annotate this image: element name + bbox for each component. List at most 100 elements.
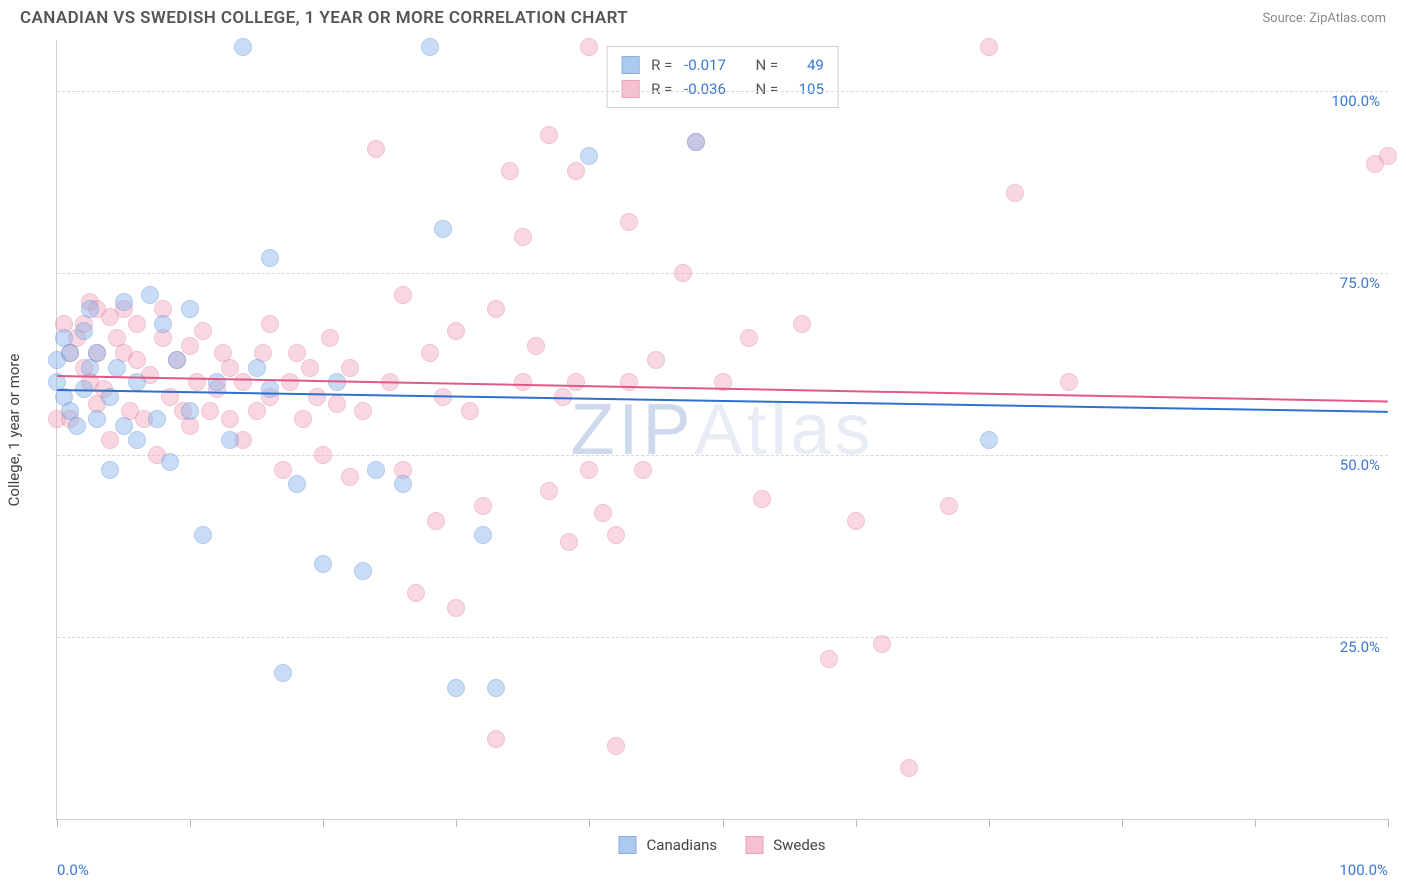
scatter-point [501, 162, 519, 180]
stat-n-value: 49 [790, 53, 824, 77]
scatter-point [687, 133, 705, 151]
legend-item: Canadians [619, 836, 718, 854]
scatter-point [1379, 147, 1397, 165]
scatter-point [168, 351, 186, 369]
scatter-point [101, 461, 119, 479]
x-tick [589, 819, 590, 827]
scatter-point [148, 410, 166, 428]
scatter-point [793, 315, 811, 333]
legend-bottom: Canadians Swedes [619, 836, 826, 854]
legend-item: Swedes [745, 836, 825, 854]
scatter-point [560, 533, 578, 551]
x-tick [989, 819, 990, 827]
stat-r-label: R = [651, 53, 676, 77]
x-tick [1388, 819, 1389, 827]
gridline [57, 637, 1388, 638]
scatter-point [620, 373, 638, 391]
stat-r-value: -0.036 [684, 77, 740, 101]
scatter-point [234, 38, 252, 56]
chart-title: CANADIAN VS SWEDISH COLLEGE, 1 YEAR OR M… [20, 8, 628, 28]
scatter-point [487, 679, 505, 697]
scatter-point [248, 402, 266, 420]
scatter-point [341, 468, 359, 486]
legend-swatch [619, 836, 637, 854]
scatter-point [68, 417, 86, 435]
scatter-point [940, 497, 958, 515]
scatter-point [194, 322, 212, 340]
scatter-point [341, 359, 359, 377]
scatter-point [427, 512, 445, 530]
scatter-point [474, 526, 492, 544]
scatter-point [274, 664, 292, 682]
scatter-point [527, 337, 545, 355]
x-tick [190, 819, 191, 827]
stat-n-value: 105 [790, 77, 824, 101]
scatter-point [567, 162, 585, 180]
scatter-point [607, 737, 625, 755]
scatter-point [261, 380, 279, 398]
scatter-point [288, 344, 306, 362]
scatter-point [161, 453, 179, 471]
scatter-point [221, 359, 239, 377]
scatter-point [487, 730, 505, 748]
scatter-point [421, 344, 439, 362]
x-tick-label-left: 0.0% [57, 861, 89, 879]
scatter-point [580, 38, 598, 56]
scatter-point [88, 344, 106, 362]
y-tick-label: 25.0% [1340, 638, 1380, 656]
gridline [57, 273, 1388, 274]
scatter-point [847, 512, 865, 530]
scatter-point [1060, 373, 1078, 391]
chart-header: CANADIAN VS SWEDISH COLLEGE, 1 YEAR OR M… [0, 0, 1406, 32]
scatter-point [181, 337, 199, 355]
scatter-point [281, 373, 299, 391]
scatter-point [115, 417, 133, 435]
legend-swatch [745, 836, 763, 854]
scatter-point [354, 402, 372, 420]
scatter-point [314, 555, 332, 573]
scatter-point [234, 373, 252, 391]
legend-label: Swedes [773, 836, 825, 854]
stats-row: R = -0.017 N = 49 [621, 53, 824, 77]
scatter-point [394, 286, 412, 304]
gridline [57, 91, 1388, 92]
scatter-point [115, 293, 133, 311]
y-axis-label: College, 1 year or more [5, 354, 23, 507]
scatter-point [980, 38, 998, 56]
scatter-point [154, 315, 172, 333]
scatter-point [294, 410, 312, 428]
scatter-point [301, 359, 319, 377]
scatter-point [261, 249, 279, 267]
scatter-point [128, 315, 146, 333]
scatter-point [580, 147, 598, 165]
scatter-point [221, 410, 239, 428]
scatter-point [447, 322, 465, 340]
stats-row: R = -0.036 N = 105 [621, 77, 824, 101]
scatter-point [314, 446, 332, 464]
x-tick [1122, 819, 1123, 827]
x-tick [1255, 819, 1256, 827]
source-link[interactable]: ZipAtlas.com [1309, 11, 1386, 26]
scatter-point [753, 490, 771, 508]
scatter-point [308, 388, 326, 406]
y-tick-label: 50.0% [1340, 456, 1380, 474]
scatter-point [367, 461, 385, 479]
gridline [57, 455, 1388, 456]
scatter-point [208, 373, 226, 391]
scatter-point [108, 359, 126, 377]
scatter-point [594, 504, 612, 522]
y-tick-label: 100.0% [1331, 92, 1380, 110]
scatter-point [354, 562, 372, 580]
scatter-point [288, 475, 306, 493]
chart-source: Source: ZipAtlas.com [1262, 11, 1386, 26]
plot-region: ZIPAtlas R = -0.017 N = 49R = -0.036 N =… [56, 40, 1388, 820]
scatter-point [873, 635, 891, 653]
chart-area: College, 1 year or more ZIPAtlas R = -0.… [56, 40, 1388, 820]
scatter-point [487, 300, 505, 318]
x-tick [323, 819, 324, 827]
scatter-point [101, 431, 119, 449]
scatter-point [980, 431, 998, 449]
scatter-point [514, 373, 532, 391]
x-tick [57, 819, 58, 827]
series-swatch [621, 80, 639, 98]
